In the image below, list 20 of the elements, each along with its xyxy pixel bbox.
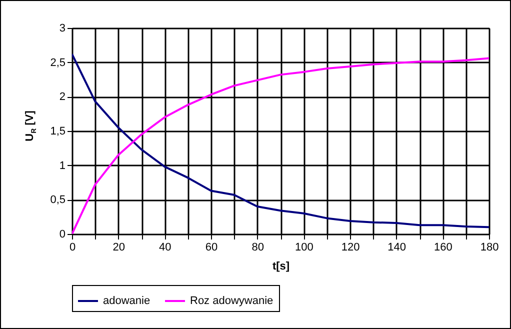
x-axis-title: t[s]: [272, 260, 290, 272]
x-tick-label: 140: [388, 242, 406, 254]
x-tick-label: 80: [252, 242, 264, 254]
legend-label: Roz adowywanie: [190, 295, 274, 307]
x-tick-label: 180: [480, 242, 499, 254]
x-tick-label: 120: [341, 242, 360, 254]
y-tick-label: 2: [59, 91, 66, 104]
y-tick-label: 2,5: [50, 56, 66, 69]
x-tick-label: 20: [112, 242, 125, 254]
x-tick-label: 60: [205, 242, 218, 254]
y-tick-label: 1,5: [50, 126, 66, 138]
y-tick-label: 0: [59, 228, 66, 240]
legend-label: adowanie: [103, 295, 150, 307]
y-tick-label: 1: [59, 160, 66, 172]
y-tick-label: 3: [59, 22, 66, 34]
x-tick-label: 100: [294, 242, 314, 254]
y-tick-label: 0,5: [50, 194, 66, 206]
x-tick-label: 40: [159, 242, 172, 254]
x-tick-label: 160: [434, 242, 452, 254]
x-tick-label: 0: [69, 242, 76, 254]
